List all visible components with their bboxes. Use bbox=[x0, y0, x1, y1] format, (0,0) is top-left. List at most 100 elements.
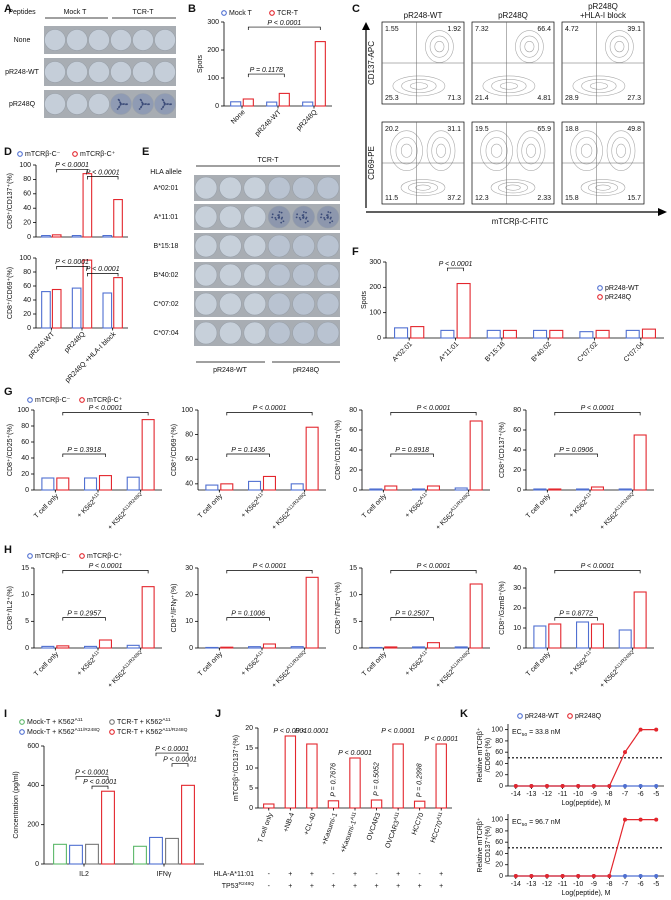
y-tick-label: 0 bbox=[353, 487, 357, 494]
spot bbox=[147, 103, 149, 106]
spot bbox=[122, 103, 124, 106]
contour bbox=[580, 143, 593, 158]
bar bbox=[426, 642, 440, 649]
point bbox=[623, 784, 627, 788]
y-tick-label: 20 bbox=[513, 605, 521, 612]
quadrant-value: 12.3 bbox=[475, 195, 489, 202]
bar bbox=[82, 259, 93, 329]
panel-label: B bbox=[188, 3, 196, 15]
legend-marker bbox=[109, 719, 115, 725]
plot-title: +HLA-I block bbox=[580, 11, 627, 20]
row-label: A*11:01 bbox=[154, 214, 178, 221]
legend-marker bbox=[221, 10, 227, 16]
p-value: P = 0.8772 bbox=[559, 610, 593, 617]
x-tick-label: -9 bbox=[591, 791, 597, 798]
bar bbox=[392, 743, 404, 809]
legend-marker bbox=[27, 397, 33, 403]
legend-marker bbox=[269, 10, 275, 16]
row-label: pR248-WT bbox=[5, 69, 40, 76]
x-tick-label-part: T cell only bbox=[197, 650, 224, 677]
spot bbox=[323, 216, 326, 219]
x-tick-label: T cell only bbox=[257, 811, 274, 843]
spot bbox=[323, 218, 326, 221]
x-tick-label-part: A11 bbox=[582, 649, 592, 659]
y-axis-label: CD8⁺/CD137⁺(%) bbox=[7, 173, 14, 229]
y-tick-label: 60 bbox=[185, 456, 193, 463]
p-value: P < 0.0001 bbox=[417, 563, 451, 570]
spot bbox=[162, 105, 165, 108]
ec50-label-part: = 96.7 nM bbox=[527, 819, 560, 826]
x-tick-label: +NB-4 bbox=[283, 812, 296, 833]
bar bbox=[242, 98, 254, 107]
well bbox=[219, 292, 242, 316]
well bbox=[292, 321, 315, 345]
bar bbox=[576, 621, 590, 649]
significance-bracket bbox=[447, 267, 464, 272]
x-tick-label: -13 bbox=[526, 881, 536, 888]
point bbox=[591, 784, 596, 788]
x-tick-label: + K562A11/R248Q bbox=[105, 649, 145, 689]
x-tick-label: -10 bbox=[573, 881, 583, 888]
legend-label: pR248Q bbox=[575, 713, 602, 720]
spot bbox=[296, 213, 299, 216]
spot bbox=[330, 216, 332, 219]
contour bbox=[515, 30, 544, 63]
well bbox=[66, 29, 88, 51]
p-value: P < 0.0001 bbox=[55, 259, 89, 266]
x-tick-label-part: A11/R248Q bbox=[613, 649, 635, 671]
quadrant-value: 25.3 bbox=[385, 95, 399, 102]
x-tick-label: None bbox=[230, 109, 247, 126]
well bbox=[154, 61, 176, 83]
y-tick-label: 10 bbox=[185, 618, 193, 625]
point bbox=[654, 874, 659, 878]
y-axis-label: CD8⁺/IL2⁺(%) bbox=[7, 586, 14, 630]
y-axis-label: Concentration (pg/ml) bbox=[13, 771, 20, 838]
panel-label: J bbox=[215, 708, 221, 720]
x-tick-label-part: IFNγ bbox=[157, 871, 172, 878]
contour bbox=[595, 184, 611, 191]
legend-label-part: A11/R248Q bbox=[162, 727, 187, 733]
bar bbox=[590, 486, 604, 491]
y-axis-label: /CD69⁺(%) bbox=[485, 738, 492, 772]
bar bbox=[56, 645, 70, 649]
point bbox=[607, 784, 612, 788]
legend-label: Mock-T + K562A11 bbox=[27, 717, 83, 726]
point bbox=[545, 784, 549, 788]
p-value: P < 0.0001 bbox=[75, 770, 109, 777]
contour bbox=[390, 130, 423, 171]
bar bbox=[595, 329, 610, 339]
well bbox=[44, 29, 66, 51]
bar bbox=[469, 420, 483, 491]
y-tick-label: 60 bbox=[495, 749, 503, 756]
sign: + bbox=[353, 883, 357, 890]
legend-label-part: TCR-T + K562 bbox=[117, 719, 162, 726]
y-tick-label: 40 bbox=[495, 850, 503, 857]
legend-label-part: Mock-T + K562 bbox=[27, 729, 75, 736]
panel-label: E bbox=[142, 146, 149, 158]
x-tick-label: A*11:01 bbox=[438, 341, 460, 363]
well bbox=[132, 29, 154, 51]
contour bbox=[436, 143, 447, 158]
x-axis-label: Log(peptide), M bbox=[561, 800, 610, 807]
spot bbox=[118, 105, 121, 108]
sign: - bbox=[268, 871, 271, 878]
x-tick-label: -5 bbox=[653, 881, 659, 888]
y-axis-label: Relative mTCRβ⁺ bbox=[477, 817, 484, 872]
quadrant-value: 11.5 bbox=[385, 195, 398, 202]
x-axis-label: Log(peptide), M bbox=[561, 890, 610, 897]
spot bbox=[140, 99, 143, 102]
legend-label: pR248Q bbox=[605, 294, 632, 301]
p-value: P < 0.0001 bbox=[417, 405, 451, 412]
well bbox=[219, 176, 242, 200]
legend-label-part: pR248-WT bbox=[605, 285, 640, 292]
significance-bracket bbox=[390, 570, 477, 574]
bar bbox=[369, 488, 383, 491]
sign: + bbox=[396, 871, 400, 878]
row-label: C*07:02 bbox=[153, 301, 178, 308]
well bbox=[292, 176, 315, 200]
contour bbox=[524, 40, 535, 53]
bar bbox=[102, 235, 113, 238]
y-tick-label: 40 bbox=[23, 297, 31, 304]
well bbox=[132, 61, 154, 83]
bar bbox=[101, 790, 115, 865]
